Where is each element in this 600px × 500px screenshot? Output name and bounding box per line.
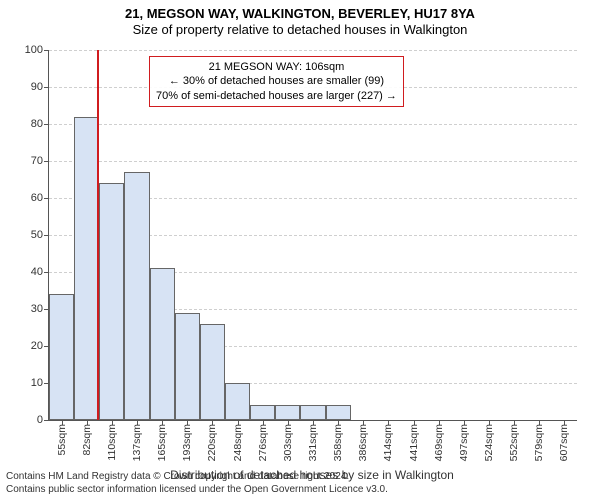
xtick-label: 358sqm bbox=[332, 424, 344, 461]
xtick-label: 607sqm bbox=[558, 424, 570, 461]
ytick-label: 80 bbox=[3, 118, 43, 130]
xtick-label: 469sqm bbox=[433, 424, 445, 461]
footer-attribution: Contains HM Land Registry data © Crown c… bbox=[6, 471, 388, 496]
xtick-label: 55sqm bbox=[56, 424, 68, 456]
xtick-label: 524sqm bbox=[483, 424, 495, 461]
footer-line: Contains HM Land Registry data © Crown c… bbox=[6, 471, 388, 484]
ytick-mark bbox=[44, 124, 49, 125]
histogram-bar bbox=[275, 405, 300, 420]
histogram-bar bbox=[150, 268, 175, 420]
ytick-label: 20 bbox=[3, 340, 43, 352]
ytick-label: 40 bbox=[3, 266, 43, 278]
xtick-label: 552sqm bbox=[508, 424, 520, 461]
xtick-label: 276sqm bbox=[257, 424, 269, 461]
page-subtitle: Size of property relative to detached ho… bbox=[0, 21, 600, 37]
xtick-label: 165sqm bbox=[156, 424, 168, 461]
ytick-label: 0 bbox=[3, 414, 43, 426]
histogram-bar bbox=[49, 294, 74, 420]
ytick-label: 70 bbox=[3, 155, 43, 167]
ytick-mark bbox=[44, 87, 49, 88]
ytick-label: 60 bbox=[3, 192, 43, 204]
ytick-label: 50 bbox=[3, 229, 43, 241]
ytick-label: 100 bbox=[3, 44, 43, 56]
callout-line: ← 30% of detached houses are smaller (99… bbox=[156, 74, 397, 88]
ytick-mark bbox=[44, 235, 49, 236]
gridline bbox=[49, 124, 577, 125]
histogram-bar bbox=[250, 405, 275, 420]
xtick-label: 220sqm bbox=[206, 424, 218, 461]
xtick-label: 193sqm bbox=[181, 424, 193, 461]
histogram-bar bbox=[200, 324, 225, 420]
xtick-label: 386sqm bbox=[357, 424, 369, 461]
histogram-bar bbox=[74, 117, 99, 420]
gridline bbox=[49, 50, 577, 51]
histogram-bar bbox=[225, 383, 250, 420]
xtick-label: 303sqm bbox=[282, 424, 294, 461]
ytick-mark bbox=[44, 420, 49, 421]
ytick-label: 10 bbox=[3, 377, 43, 389]
callout-box: 21 MEGSON WAY: 106sqm← 30% of detached h… bbox=[149, 56, 404, 107]
xtick-label: 414sqm bbox=[382, 424, 394, 461]
callout-line: 70% of semi-detached houses are larger (… bbox=[156, 89, 397, 103]
page-title: 21, MEGSON WAY, WALKINGTON, BEVERLEY, HU… bbox=[0, 0, 600, 21]
ytick-mark bbox=[44, 161, 49, 162]
ytick-label: 30 bbox=[3, 303, 43, 315]
xtick-label: 248sqm bbox=[232, 424, 244, 461]
xtick-label: 579sqm bbox=[533, 424, 545, 461]
histogram-bar bbox=[99, 183, 124, 420]
xtick-label: 137sqm bbox=[131, 424, 143, 461]
footer-line: Contains public sector information licen… bbox=[6, 484, 388, 497]
histogram-bar bbox=[175, 313, 200, 420]
histogram-bar bbox=[124, 172, 149, 420]
ytick-mark bbox=[44, 198, 49, 199]
callout-line: 21 MEGSON WAY: 106sqm bbox=[156, 60, 397, 74]
ytick-mark bbox=[44, 272, 49, 273]
xtick-label: 497sqm bbox=[458, 424, 470, 461]
gridline bbox=[49, 161, 577, 162]
plot-area: 010203040506070809010055sqm82sqm110sqm13… bbox=[48, 50, 577, 421]
xtick-label: 110sqm bbox=[106, 424, 118, 461]
ytick-mark bbox=[44, 50, 49, 51]
property-marker-line bbox=[97, 50, 99, 420]
histogram-bar bbox=[326, 405, 351, 420]
xtick-label: 82sqm bbox=[81, 424, 93, 456]
xtick-label: 331sqm bbox=[307, 424, 319, 461]
chart-container: Number of detached properties 0102030405… bbox=[48, 50, 576, 420]
histogram-bar bbox=[300, 405, 325, 420]
xtick-label: 441sqm bbox=[408, 424, 420, 461]
ytick-label: 90 bbox=[3, 81, 43, 93]
